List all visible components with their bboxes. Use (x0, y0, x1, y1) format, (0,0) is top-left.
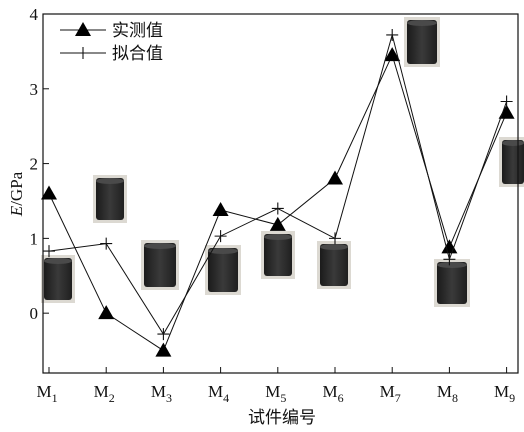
x-tick-label-6: M6 (322, 382, 343, 405)
x-tick-label-2: M2 (94, 382, 115, 405)
fitted-point-1 (43, 245, 55, 258)
fitted-point-7 (386, 28, 399, 41)
y-axis-title-rest: /GPa (7, 171, 26, 205)
x-tick-label-3: M3 (151, 382, 172, 405)
measured-point-1 (41, 185, 57, 200)
y-tick-label-3: 3 (30, 80, 39, 99)
fitted-point-5 (271, 202, 284, 215)
specimen-photo-3 (141, 240, 179, 290)
specimen-photo-2 (93, 175, 127, 223)
fitted-point-6 (329, 232, 341, 245)
x-tick-label-sub: 9 (509, 391, 515, 405)
y-ticks: 0 1 2 3 4 (30, 5, 49, 323)
specimen-photo-4 (205, 245, 241, 295)
measured-point-9 (498, 104, 515, 119)
x-tick-label-sub: 1 (52, 391, 58, 405)
measured-point-6 (327, 170, 343, 185)
legend-label-fitted: 拟合值 (112, 44, 163, 64)
legend: 实测值 拟合值 (60, 21, 163, 64)
x-tick-label-sub: 5 (280, 391, 286, 405)
legend-entry-fitted: 拟合值 (60, 44, 163, 64)
y-tick-label-0: 0 (30, 304, 39, 323)
x-tick-label-base: M (265, 382, 280, 401)
fitted-point-8 (443, 253, 456, 266)
x-tick-label-sub: 3 (166, 391, 172, 405)
y-tick-label-4: 4 (30, 5, 39, 24)
x-tick-label-7: M7 (380, 382, 401, 405)
x-tick-label-base: M (208, 382, 223, 401)
measured-point-4 (212, 201, 229, 216)
specimen-photo-8 (434, 259, 470, 307)
x-tick-label-sub: 6 (338, 391, 344, 405)
legend-marker-measured (75, 22, 91, 36)
measured-point-8 (441, 239, 458, 254)
legend-label-measured: 实测值 (112, 21, 163, 41)
measured-point-2 (98, 305, 115, 320)
measured-point-5 (269, 216, 286, 231)
specimen-photo-5 (261, 231, 295, 279)
x-tick-label-sub: 2 (109, 391, 115, 405)
y-tick-label-1: 1 (30, 229, 39, 248)
x-axis-title: 试件编号 (248, 408, 316, 428)
specimen-photo-6 (317, 241, 351, 289)
legend-entry-measured: 实测值 (60, 21, 163, 41)
specimen-photo-7 (404, 17, 440, 67)
x-tick-label-base: M (94, 382, 109, 401)
x-tick-label-5: M5 (265, 382, 286, 405)
legend-marker-fitted (77, 47, 89, 59)
x-tick-label-base: M (437, 382, 452, 401)
fitted-point-9 (500, 95, 513, 108)
x-tick-label-sub: 8 (452, 391, 458, 405)
measured-point-3 (155, 342, 172, 357)
specimen-photo-1 (41, 255, 75, 303)
x-tick-label-base: M (380, 382, 395, 401)
fitted-point-4 (214, 230, 227, 243)
plot-frame (42, 13, 519, 374)
x-tick-label-sub: 7 (395, 391, 401, 405)
y-axis-title-italic: E (7, 205, 26, 217)
series-layer (41, 28, 515, 357)
y-axis-title: E/GPa (7, 171, 26, 217)
fitted-point-3 (157, 328, 170, 341)
specimen-photo-9 (499, 137, 524, 187)
measured-point-7 (384, 47, 401, 62)
x-tick-label-base: M (36, 382, 51, 401)
x-ticks: M1 M2 M3 M4 M5 M6 M7 M8 M9 (36, 367, 515, 405)
x-tick-label-9: M9 (494, 382, 515, 405)
x-tick-label-4: M4 (208, 382, 229, 405)
x-tick-label-base: M (322, 382, 337, 401)
y-tick-label-2: 2 (30, 155, 39, 174)
x-tick-label-8: M8 (437, 382, 458, 405)
x-tick-label-1: M1 (36, 382, 57, 405)
x-tick-label-sub: 4 (223, 391, 229, 405)
x-tick-label-base: M (494, 382, 509, 401)
fitted-point-2 (100, 237, 113, 250)
specimen-photos (41, 17, 524, 307)
x-tick-label-base: M (151, 382, 166, 401)
